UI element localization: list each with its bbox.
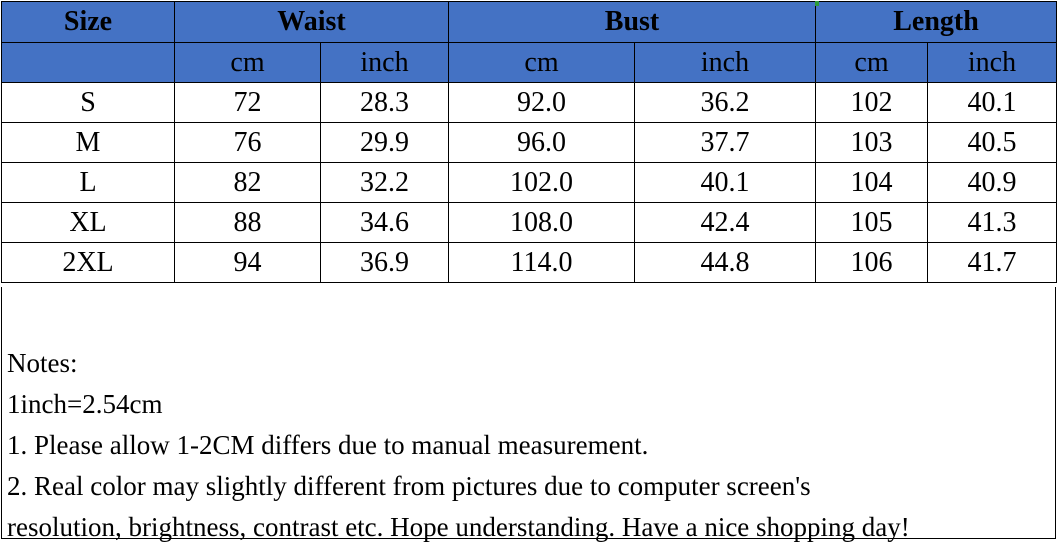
waist-header: Waist (174, 1, 449, 43)
table-cell: 40.1 (634, 162, 816, 203)
unit-cell: cm (815, 42, 928, 83)
table-cell: 40.1 (926, 82, 1057, 123)
bust-header: Bust (448, 1, 816, 43)
table-cell: 28.3 (320, 82, 449, 123)
table-cell: 94 (174, 242, 321, 283)
size-header: Size (1, 1, 175, 43)
size-cell: 2XL (1, 242, 175, 283)
table-cell: 96.0 (448, 122, 635, 163)
table-cell: 102.0 (448, 162, 635, 203)
notes-section: Notes: 1inch=2.54cm 1. Please allow 1-2C… (7, 343, 1055, 548)
unit-cell: inch (634, 42, 816, 83)
size-cell: M (1, 122, 175, 163)
table-cell: 104 (815, 162, 928, 203)
table-cell: 41.3 (926, 202, 1057, 243)
size-cell: S (1, 82, 175, 123)
unit-cell-empty (1, 42, 175, 83)
cell-marker (815, 1, 819, 6)
table-cell: 114.0 (448, 242, 635, 283)
table-cell: 106 (815, 242, 928, 283)
notes-title: Notes: (7, 348, 78, 378)
notes-box (1, 287, 1056, 539)
notes-line: resolution, brightness, contrast etc. Ho… (7, 512, 910, 542)
table-row: XL 88 34.6 108.0 42.4 105 41.3 (1, 202, 1057, 243)
table-cell: 82 (174, 162, 321, 203)
table-cell: 92.0 (448, 82, 635, 123)
table-cell: 32.2 (320, 162, 449, 203)
unit-cell: cm (448, 42, 635, 83)
table-cell: 36.2 (634, 82, 816, 123)
length-header: Length (814, 1, 1057, 43)
header-row: Size Waist Bust Length (1, 1, 1057, 43)
table-cell: 88 (174, 202, 321, 243)
table-row: L 82 32.2 102.0 40.1 104 40.9 (1, 162, 1057, 203)
table-cell: 34.6 (320, 202, 449, 243)
table-cell: 108.0 (448, 202, 635, 243)
notes-line: 2. Real color may slightly different fro… (7, 471, 811, 501)
unit-cell: inch (320, 42, 449, 83)
table-cell: 29.9 (320, 122, 449, 163)
unit-row: cm inch cm inch cm inch (1, 42, 1057, 83)
unit-cell: cm (174, 42, 321, 83)
table-row: S 72 28.3 92.0 36.2 102 40.1 (1, 82, 1057, 123)
size-cell: XL (1, 202, 175, 243)
table-cell: 40.5 (926, 122, 1057, 163)
table-cell: 37.7 (634, 122, 816, 163)
notes-line: 1. Please allow 1-2CM differs due to man… (7, 430, 649, 460)
notes-line: 1inch=2.54cm (7, 389, 163, 419)
table-cell: 40.9 (926, 162, 1057, 203)
size-chart-table: Size Waist Bust Length cm inch cm inch c… (1, 1, 1057, 283)
table-cell: 103 (815, 122, 928, 163)
size-cell: L (1, 162, 175, 203)
unit-cell: inch (926, 42, 1057, 83)
table-cell: 42.4 (634, 202, 816, 243)
table-cell: 102 (815, 82, 928, 123)
table-row: 2XL 94 36.9 114.0 44.8 106 41.7 (1, 242, 1057, 283)
table-cell: 72 (174, 82, 321, 123)
table-cell: 41.7 (926, 242, 1057, 283)
table-cell: 105 (815, 202, 928, 243)
table-cell: 44.8 (634, 242, 816, 283)
table-cell: 36.9 (320, 242, 449, 283)
table-row: M 76 29.9 96.0 37.7 103 40.5 (1, 122, 1057, 163)
table-cell: 76 (174, 122, 321, 163)
